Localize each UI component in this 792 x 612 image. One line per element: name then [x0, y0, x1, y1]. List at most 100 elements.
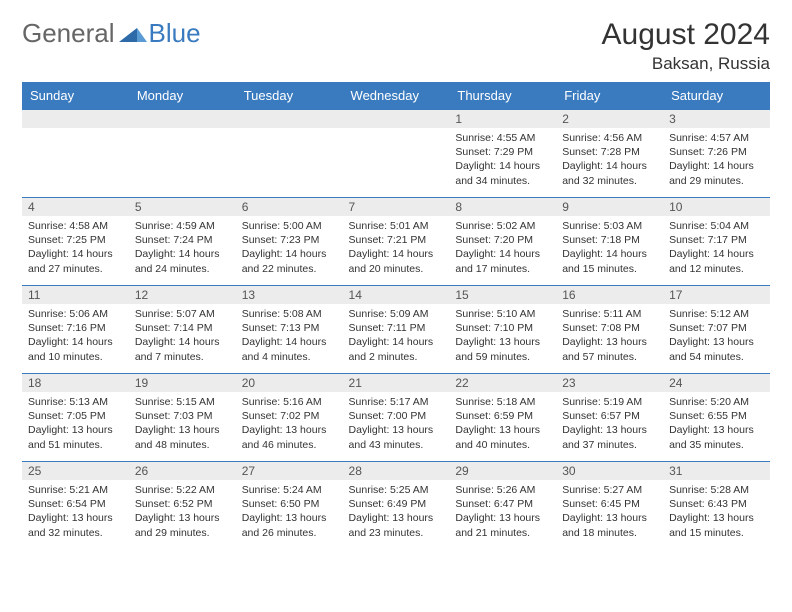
day-number: 27 — [236, 462, 343, 480]
day-detail-line: Sunset: 7:14 PM — [135, 321, 230, 335]
day-number: 28 — [343, 462, 450, 480]
day-detail-line: Sunrise: 4:57 AM — [669, 131, 764, 145]
day-detail-line: and 22 minutes. — [242, 262, 337, 276]
calendar-cell: 5Sunrise: 4:59 AMSunset: 7:24 PMDaylight… — [129, 198, 236, 286]
day-number: 26 — [129, 462, 236, 480]
day-number: 10 — [663, 198, 770, 216]
day-detail-line: and 21 minutes. — [455, 526, 550, 540]
calendar-week-row: 4Sunrise: 4:58 AMSunset: 7:25 PMDaylight… — [22, 198, 770, 286]
calendar-week-row: 18Sunrise: 5:13 AMSunset: 7:05 PMDayligh… — [22, 374, 770, 462]
day-details: Sunrise: 5:21 AMSunset: 6:54 PMDaylight:… — [22, 480, 129, 544]
day-number: 21 — [343, 374, 450, 392]
day-number: 3 — [663, 110, 770, 128]
day-number: 6 — [236, 198, 343, 216]
day-header: Wednesday — [343, 82, 450, 110]
day-detail-line: Sunrise: 5:12 AM — [669, 307, 764, 321]
day-details: Sunrise: 5:08 AMSunset: 7:13 PMDaylight:… — [236, 304, 343, 368]
day-number: 20 — [236, 374, 343, 392]
calendar-table: Sunday Monday Tuesday Wednesday Thursday… — [22, 82, 770, 550]
day-detail-line: Sunset: 7:02 PM — [242, 409, 337, 423]
day-detail-line: and 29 minutes. — [135, 526, 230, 540]
calendar-cell: 17Sunrise: 5:12 AMSunset: 7:07 PMDayligh… — [663, 286, 770, 374]
day-detail-line: Sunrise: 5:20 AM — [669, 395, 764, 409]
day-number: 11 — [22, 286, 129, 304]
day-detail-line: Sunset: 6:49 PM — [349, 497, 444, 511]
title-block: August 2024 Baksan, Russia — [602, 18, 770, 74]
day-number: 19 — [129, 374, 236, 392]
day-detail-line: Daylight: 14 hours — [669, 247, 764, 261]
day-number: 4 — [22, 198, 129, 216]
day-detail-line: and 57 minutes. — [562, 350, 657, 364]
day-number: 8 — [449, 198, 556, 216]
day-detail-line: Sunset: 7:29 PM — [455, 145, 550, 159]
logo: General Blue — [22, 18, 201, 49]
day-detail-line: and 2 minutes. — [349, 350, 444, 364]
day-details: Sunrise: 5:06 AMSunset: 7:16 PMDaylight:… — [22, 304, 129, 368]
day-detail-line: Daylight: 13 hours — [455, 423, 550, 437]
day-detail-line: Sunrise: 5:02 AM — [455, 219, 550, 233]
day-detail-line: and 10 minutes. — [28, 350, 123, 364]
day-detail-line: and 51 minutes. — [28, 438, 123, 452]
day-details: Sunrise: 5:13 AMSunset: 7:05 PMDaylight:… — [22, 392, 129, 456]
day-detail-line: Daylight: 13 hours — [349, 511, 444, 525]
calendar-cell: 21Sunrise: 5:17 AMSunset: 7:00 PMDayligh… — [343, 374, 450, 462]
day-detail-line: and 23 minutes. — [349, 526, 444, 540]
day-detail-line: Sunrise: 5:15 AM — [135, 395, 230, 409]
day-detail-line: Sunrise: 5:17 AM — [349, 395, 444, 409]
calendar-cell: 13Sunrise: 5:08 AMSunset: 7:13 PMDayligh… — [236, 286, 343, 374]
calendar-cell: 14Sunrise: 5:09 AMSunset: 7:11 PMDayligh… — [343, 286, 450, 374]
day-number: 22 — [449, 374, 556, 392]
day-detail-line: Daylight: 13 hours — [562, 335, 657, 349]
day-details: Sunrise: 5:03 AMSunset: 7:18 PMDaylight:… — [556, 216, 663, 280]
day-detail-line: Daylight: 14 hours — [135, 247, 230, 261]
page-title: August 2024 — [602, 18, 770, 52]
calendar-cell: 4Sunrise: 4:58 AMSunset: 7:25 PMDaylight… — [22, 198, 129, 286]
day-detail-line: and 4 minutes. — [242, 350, 337, 364]
calendar-cell: 24Sunrise: 5:20 AMSunset: 6:55 PMDayligh… — [663, 374, 770, 462]
calendar-cell: 19Sunrise: 5:15 AMSunset: 7:03 PMDayligh… — [129, 374, 236, 462]
day-detail-line: Daylight: 14 hours — [349, 335, 444, 349]
day-header: Tuesday — [236, 82, 343, 110]
day-number: 31 — [663, 462, 770, 480]
day-number — [22, 110, 129, 128]
calendar-cell: 2Sunrise: 4:56 AMSunset: 7:28 PMDaylight… — [556, 110, 663, 198]
calendar-cell: 31Sunrise: 5:28 AMSunset: 6:43 PMDayligh… — [663, 462, 770, 550]
day-detail-line: Sunset: 6:45 PM — [562, 497, 657, 511]
day-details: Sunrise: 5:27 AMSunset: 6:45 PMDaylight:… — [556, 480, 663, 544]
day-detail-line: Sunrise: 5:08 AM — [242, 307, 337, 321]
day-header: Saturday — [663, 82, 770, 110]
day-details: Sunrise: 5:10 AMSunset: 7:10 PMDaylight:… — [449, 304, 556, 368]
day-number: 13 — [236, 286, 343, 304]
calendar-cell: 25Sunrise: 5:21 AMSunset: 6:54 PMDayligh… — [22, 462, 129, 550]
day-detail-line: and 32 minutes. — [28, 526, 123, 540]
day-detail-line: and 43 minutes. — [349, 438, 444, 452]
day-detail-line: Daylight: 14 hours — [135, 335, 230, 349]
day-details: Sunrise: 4:56 AMSunset: 7:28 PMDaylight:… — [556, 128, 663, 192]
day-detail-line: Sunrise: 5:22 AM — [135, 483, 230, 497]
calendar-header-row: Sunday Monday Tuesday Wednesday Thursday… — [22, 82, 770, 110]
location-label: Baksan, Russia — [602, 54, 770, 74]
calendar-week-row: 11Sunrise: 5:06 AMSunset: 7:16 PMDayligh… — [22, 286, 770, 374]
day-details: Sunrise: 5:12 AMSunset: 7:07 PMDaylight:… — [663, 304, 770, 368]
day-detail-line: Sunset: 7:28 PM — [562, 145, 657, 159]
day-details: Sunrise: 5:02 AMSunset: 7:20 PMDaylight:… — [449, 216, 556, 280]
day-detail-line: Sunrise: 5:21 AM — [28, 483, 123, 497]
day-detail-line: Daylight: 14 hours — [28, 335, 123, 349]
day-detail-line: Sunset: 7:25 PM — [28, 233, 123, 247]
day-detail-line: and 32 minutes. — [562, 174, 657, 188]
day-detail-line: and 27 minutes. — [28, 262, 123, 276]
day-detail-line: Sunrise: 5:28 AM — [669, 483, 764, 497]
day-detail-line: Daylight: 14 hours — [669, 159, 764, 173]
day-details: Sunrise: 5:20 AMSunset: 6:55 PMDaylight:… — [663, 392, 770, 456]
day-detail-line: Daylight: 13 hours — [349, 423, 444, 437]
day-header: Sunday — [22, 82, 129, 110]
day-detail-line: and 34 minutes. — [455, 174, 550, 188]
day-detail-line: Daylight: 13 hours — [669, 511, 764, 525]
day-number: 24 — [663, 374, 770, 392]
day-detail-line: and 20 minutes. — [349, 262, 444, 276]
day-detail-line: Sunrise: 5:18 AM — [455, 395, 550, 409]
day-number — [129, 110, 236, 128]
day-detail-line: Sunrise: 5:24 AM — [242, 483, 337, 497]
calendar-cell: 29Sunrise: 5:26 AMSunset: 6:47 PMDayligh… — [449, 462, 556, 550]
day-number: 16 — [556, 286, 663, 304]
